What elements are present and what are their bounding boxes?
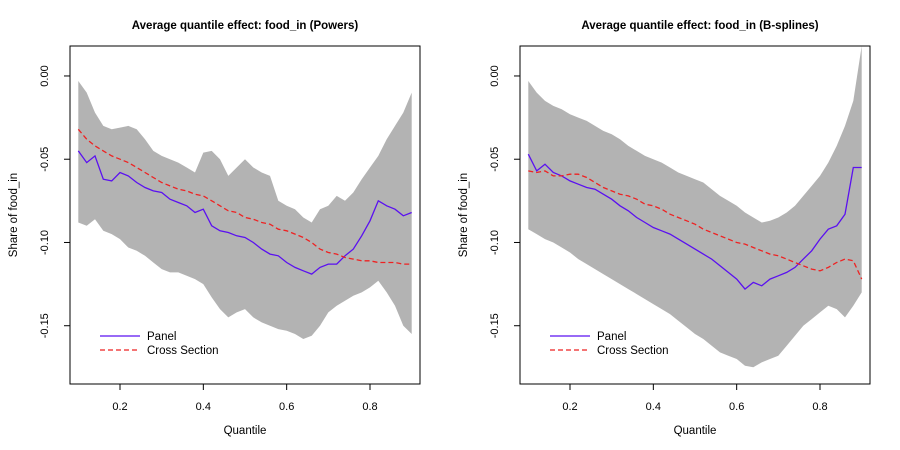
x-tick-label: 0.8 (812, 401, 827, 413)
legend: Panel Cross Section (100, 331, 219, 357)
x-axis-title: Quantile (674, 425, 717, 437)
y-tick-label: -0.10 (39, 230, 51, 255)
series-line-cross-section (77, 128, 412, 265)
x-axis-title: Quantile (224, 425, 267, 437)
confidence-band (528, 46, 862, 368)
x-axis: 0.2 0.4 0.6 0.8 (112, 384, 378, 413)
series-line-panel (527, 153, 862, 291)
y-axis-title: Share of food_in (458, 173, 470, 257)
y-axis: 0.00 -0.05 -0.10 -0.15 (489, 65, 520, 338)
x-tick-label: 0.2 (562, 401, 577, 413)
legend-label-cross-section: Cross Section (147, 345, 219, 357)
x-axis: 0.2 0.4 0.6 0.8 (562, 384, 828, 413)
x-tick-label: 0.6 (279, 401, 294, 413)
x-tick-label: 0.6 (729, 401, 744, 413)
x-tick-label: 0.2 (112, 401, 127, 413)
y-axis-title: Share of food_in (8, 173, 20, 257)
chart-b-splines: Average quantile effect: food_in (B-spli… (458, 20, 871, 437)
y-tick-label: 0.00 (39, 65, 51, 86)
y-tick-label: -0.10 (489, 230, 501, 255)
legend-label-cross-section: Cross Section (597, 345, 669, 357)
series-line-panel (77, 150, 412, 275)
legend-label-panel: Panel (147, 331, 176, 343)
legend: Panel Cross Section (550, 331, 669, 357)
plot-frame (69, 45, 421, 385)
chart-powers: Average quantile effect: food_in (Powers… (8, 20, 421, 437)
chart-title: Average quantile effect: food_in (Powers… (132, 20, 359, 32)
y-axis: 0.00 -0.05 -0.10 -0.15 (39, 65, 70, 338)
legend-label-panel: Panel (597, 331, 626, 343)
plot-frame (519, 45, 871, 385)
confidence-band (78, 81, 412, 339)
y-tick-label: -0.05 (489, 147, 501, 172)
series-line-cross-section (528, 170, 863, 280)
y-tick-label: -0.05 (39, 147, 51, 172)
y-tick-label: -0.15 (39, 313, 51, 338)
y-tick-label: 0.00 (489, 65, 501, 86)
y-tick-label: -0.15 (489, 313, 501, 338)
x-tick-label: 0.4 (646, 401, 661, 413)
chart-title: Average quantile effect: food_in (B-spli… (581, 20, 818, 32)
x-tick-label: 0.4 (196, 401, 211, 413)
x-tick-label: 0.8 (362, 401, 377, 413)
